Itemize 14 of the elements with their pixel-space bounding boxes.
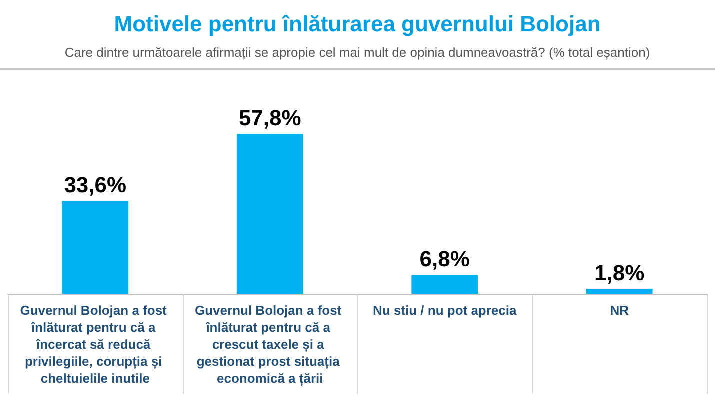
data-label: 1,8% <box>594 260 645 286</box>
bar <box>412 275 478 294</box>
chart-subtitle: Care dintre următoarele afirmații se apropie cel mai mult de opinia dumneavoastră? (% total eșantion) <box>64 45 650 60</box>
x-tick-label: NR <box>610 303 630 318</box>
x-tick-label: Guvernul Bolojan a fost înlăturat pentru că a încercat să reducă privilegiile, corupția și cheltuielile inutile <box>20 303 170 386</box>
x-tick-label: Guvernul Bolojan a fost înlăturat pentru că a crescut taxele și a gestionat prost situația economică a țării <box>195 303 346 387</box>
bar <box>236 134 304 294</box>
bar <box>62 201 129 294</box>
data-label: 57,8% <box>238 106 302 131</box>
x-tick-label: Nu stiu / nu pot aprecia <box>373 303 518 318</box>
data-label: 33,6% <box>64 172 127 198</box>
data-label: 6,8% <box>420 246 470 272</box>
bar <box>586 289 653 294</box>
chart-title: Motivele pentru înlăturarea guvernului Bolojan <box>114 12 601 36</box>
